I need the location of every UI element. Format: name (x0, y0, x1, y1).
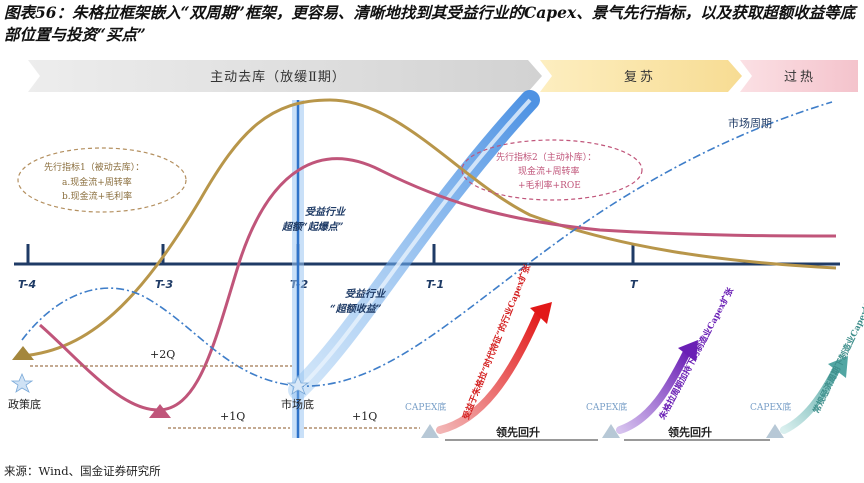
market-cycle-curve (21, 101, 833, 387)
indicator1-title: 先行指标1（被动去库）： (44, 161, 144, 173)
axis-ticks (26, 244, 635, 264)
phase-label-overheat: 过热 (784, 70, 816, 85)
policy-bottom-marker (12, 346, 34, 360)
capex-arrow-1 (436, 306, 544, 434)
indicator1-a: a.现金流+周转率 (62, 176, 132, 188)
lead-rise-label-1: 领先回升 (495, 425, 540, 439)
policy-bottom-label: 政策底 (8, 397, 41, 411)
phase-band-overheat (740, 60, 858, 92)
excess-return-beam-core (296, 98, 532, 392)
capex-marker-3 (766, 424, 784, 438)
indicator2-title: 先行指标2（主动补库）： (496, 151, 596, 163)
lead-rise-label-2: 领先回升 (667, 425, 712, 439)
tick-t-4: T-4 (18, 278, 36, 291)
indicator2-cloud (461, 139, 643, 201)
phase-band-destock (28, 60, 542, 92)
capex-label-3: CAPEX底 (750, 401, 791, 413)
phase-band-recovery (540, 60, 742, 92)
capex-arrow-2-label: 朱格拉周期加持下的制造业Capex扩张 (656, 285, 736, 422)
lag-1q-first-label: +1Q (220, 410, 245, 423)
capex-group-3: CAPEX底 常规经济周期下制造业Capex扩张 (750, 293, 864, 438)
benefit-top-line2: 超额“起爆点” (281, 221, 344, 233)
phase-label-destock: 主动去库（放缓Ⅱ期） (210, 69, 346, 85)
tick-t: T (630, 278, 639, 291)
capex-arrow-3-label: 常规经济周期下制造业Capex扩张 (811, 293, 864, 416)
capex-arrow-2 (616, 346, 692, 434)
figure-title: 图表56：朱格拉框架嵌入“双周期”框架，更容易、清晰地找到其受益行业的Capex… (4, 3, 856, 44)
market-cycle-label: 市场周期 (728, 116, 772, 130)
pink-bottom-marker (149, 404, 171, 418)
capex-arrow-1-head (530, 302, 552, 324)
indicator1-cloud (17, 147, 187, 213)
source-note: 来源：Wind、国金证券研究所 (4, 464, 161, 478)
indicator2-a: 现金流+周转率 (518, 165, 580, 177)
tick-t-3: T-3 (155, 278, 173, 291)
capex-marker-2 (602, 424, 620, 438)
phase-label-recovery: 复苏 (624, 69, 656, 85)
tick-t-1: T-1 (426, 278, 444, 291)
benefit-mid-line2: “超额收益” (330, 303, 382, 315)
lag-2q-label: +2Q (150, 348, 175, 361)
capex-label-2: CAPEX底 (586, 401, 627, 413)
capex-label-1: CAPEX底 (405, 401, 446, 413)
market-bottom-star (286, 374, 310, 395)
policy-bottom-star (10, 372, 34, 393)
gold-curve (21, 98, 837, 358)
benefit-top-line1: 受益行业 (305, 206, 346, 218)
lag-1q-second-label: +1Q (352, 410, 377, 423)
indicator1-b: b.现金流+毛利率 (62, 190, 132, 202)
capex-arrow-3 (780, 362, 842, 434)
capex-marker-1 (421, 424, 439, 438)
capex-group-2: CAPEX底 朱格拉周期加持下的制造业Capex扩张 领先回升 (586, 285, 770, 441)
benefit-mid-line1: 受益行业 (345, 288, 386, 300)
capex-arrow-2-head (678, 340, 698, 362)
indicator2-b: +毛利率+ROE (518, 179, 581, 191)
capex-arrow-3-head (828, 356, 848, 378)
market-bottom-label: 市场底 (281, 397, 314, 411)
